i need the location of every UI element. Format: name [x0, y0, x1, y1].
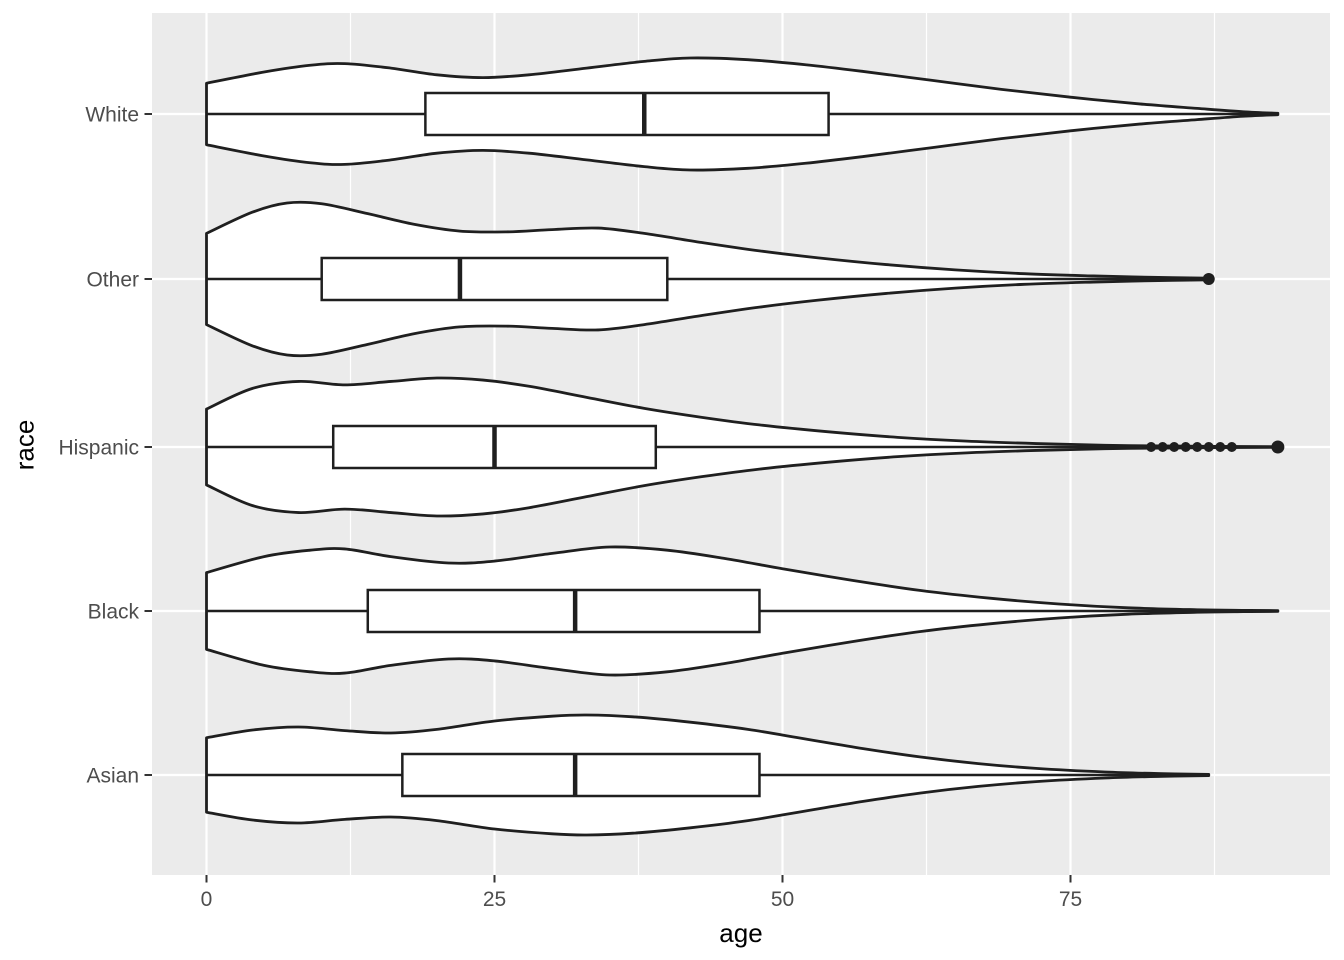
median-Other	[457, 258, 463, 300]
box-Asian	[401, 752, 761, 798]
median-Black	[572, 590, 578, 632]
outlier-Hispanic	[1180, 442, 1191, 452]
y-tick-label-White: White	[85, 104, 139, 127]
outlier-Hispanic	[1192, 442, 1203, 452]
median-White	[642, 93, 647, 135]
x-tick-label: 0	[201, 888, 213, 911]
x-tick-label: 50	[771, 888, 794, 911]
outlier-Hispanic	[1226, 442, 1237, 452]
outlier-Hispanic	[1271, 440, 1285, 454]
y-tick-label-Hispanic: Hispanic	[58, 437, 139, 460]
median-Hispanic	[492, 426, 497, 468]
outlier-Hispanic	[1157, 442, 1168, 452]
outlier-Hispanic	[1215, 442, 1226, 452]
outlier-Hispanic	[1146, 442, 1157, 452]
y-tick-label-Other: Other	[86, 269, 139, 292]
box-White	[424, 91, 830, 137]
y-tick-label-Black: Black	[88, 601, 140, 624]
box-Other	[320, 256, 669, 302]
y-axis-title: race	[9, 419, 40, 471]
outlier-Hispanic	[1169, 442, 1180, 452]
x-axis-title: age	[719, 918, 763, 948]
y-tick-label-Asian: Asian	[86, 765, 139, 788]
box-Black	[366, 588, 761, 634]
x-tick-label: 75	[1059, 888, 1082, 911]
x-tick-label: 25	[483, 888, 506, 911]
median-Asian	[572, 754, 578, 796]
outlier-Other	[1202, 273, 1215, 285]
outlier-Hispanic	[1203, 442, 1214, 452]
